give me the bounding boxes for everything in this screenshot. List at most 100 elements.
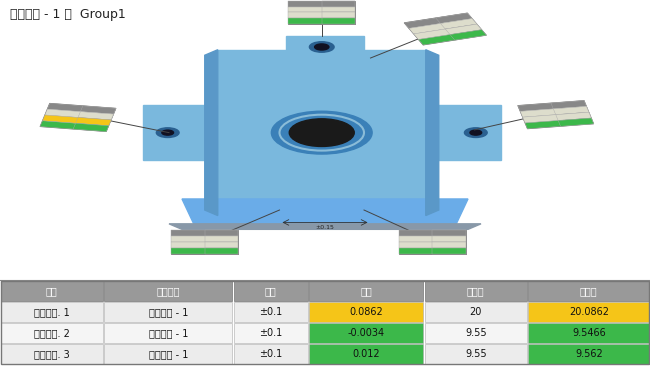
FancyBboxPatch shape	[419, 30, 486, 45]
FancyBboxPatch shape	[398, 242, 466, 248]
FancyBboxPatch shape	[288, 7, 356, 12]
FancyBboxPatch shape	[1, 281, 103, 301]
FancyBboxPatch shape	[42, 115, 111, 126]
Text: 结果数据 - 1: 结果数据 - 1	[149, 307, 188, 317]
FancyBboxPatch shape	[553, 107, 589, 115]
Text: 0.0862: 0.0862	[350, 307, 383, 317]
FancyBboxPatch shape	[556, 112, 592, 120]
FancyBboxPatch shape	[171, 242, 239, 248]
Text: 公差: 公差	[265, 286, 277, 296]
Polygon shape	[169, 224, 481, 229]
Ellipse shape	[162, 130, 174, 135]
FancyBboxPatch shape	[1, 323, 103, 343]
FancyBboxPatch shape	[518, 101, 586, 111]
FancyBboxPatch shape	[441, 19, 477, 29]
Polygon shape	[426, 105, 500, 160]
FancyBboxPatch shape	[104, 302, 232, 322]
FancyBboxPatch shape	[205, 236, 239, 242]
FancyBboxPatch shape	[432, 242, 466, 248]
FancyBboxPatch shape	[309, 302, 423, 322]
FancyBboxPatch shape	[288, 12, 356, 18]
Text: -0.0034: -0.0034	[348, 328, 385, 338]
Polygon shape	[143, 105, 218, 160]
FancyBboxPatch shape	[322, 18, 356, 24]
Text: 参考值: 参考值	[467, 286, 485, 296]
FancyBboxPatch shape	[40, 103, 116, 131]
FancyBboxPatch shape	[171, 230, 239, 236]
FancyBboxPatch shape	[424, 323, 527, 343]
Text: 实测值: 实测值	[580, 286, 597, 296]
FancyBboxPatch shape	[171, 230, 239, 254]
Text: 9.55: 9.55	[465, 349, 487, 359]
FancyBboxPatch shape	[398, 230, 466, 254]
Polygon shape	[182, 199, 468, 227]
FancyBboxPatch shape	[322, 12, 356, 18]
FancyBboxPatch shape	[404, 13, 472, 28]
Text: ±0.1: ±0.1	[259, 328, 282, 338]
Ellipse shape	[315, 44, 329, 50]
FancyBboxPatch shape	[322, 1, 356, 7]
Ellipse shape	[272, 111, 372, 154]
FancyBboxPatch shape	[47, 103, 116, 114]
FancyBboxPatch shape	[81, 106, 116, 114]
FancyBboxPatch shape	[233, 281, 308, 301]
FancyBboxPatch shape	[528, 344, 649, 364]
FancyBboxPatch shape	[40, 121, 109, 131]
Text: B D N G  星测科技: B D N G 星测科技	[223, 141, 427, 169]
Ellipse shape	[464, 128, 488, 138]
Polygon shape	[426, 50, 439, 216]
FancyBboxPatch shape	[551, 101, 586, 109]
FancyBboxPatch shape	[528, 302, 649, 322]
FancyBboxPatch shape	[233, 344, 308, 364]
FancyBboxPatch shape	[424, 281, 527, 301]
FancyBboxPatch shape	[523, 112, 592, 123]
FancyBboxPatch shape	[104, 281, 232, 301]
FancyBboxPatch shape	[525, 118, 593, 129]
Text: ±0.15: ±0.15	[315, 225, 335, 230]
FancyBboxPatch shape	[171, 236, 239, 242]
FancyBboxPatch shape	[288, 18, 356, 24]
FancyBboxPatch shape	[205, 242, 239, 248]
Polygon shape	[205, 50, 218, 216]
Text: ±0.1: ±0.1	[259, 307, 282, 317]
Text: 半径尺寸. 1: 半径尺寸. 1	[34, 307, 70, 317]
FancyBboxPatch shape	[424, 344, 527, 364]
Polygon shape	[286, 36, 364, 61]
FancyBboxPatch shape	[413, 24, 482, 40]
FancyBboxPatch shape	[75, 117, 111, 126]
FancyBboxPatch shape	[309, 323, 423, 343]
FancyBboxPatch shape	[445, 24, 482, 34]
FancyBboxPatch shape	[309, 281, 423, 301]
FancyBboxPatch shape	[404, 13, 486, 45]
Ellipse shape	[157, 128, 179, 138]
FancyBboxPatch shape	[432, 230, 466, 236]
Text: 结果名称: 结果名称	[157, 286, 180, 296]
FancyBboxPatch shape	[288, 1, 356, 24]
Text: 结果数据 - 1: 结果数据 - 1	[149, 349, 188, 359]
FancyBboxPatch shape	[398, 236, 466, 242]
FancyBboxPatch shape	[558, 118, 593, 126]
Text: 名称: 名称	[46, 286, 58, 296]
FancyBboxPatch shape	[205, 248, 239, 254]
Text: 20: 20	[469, 307, 482, 317]
Text: 半径尺寸. 2: 半径尺寸. 2	[34, 328, 70, 338]
FancyBboxPatch shape	[432, 248, 466, 254]
FancyBboxPatch shape	[233, 302, 308, 322]
FancyBboxPatch shape	[1, 302, 103, 322]
FancyBboxPatch shape	[450, 30, 486, 40]
Text: 半径尺寸. 3: 半径尺寸. 3	[34, 349, 70, 359]
FancyBboxPatch shape	[73, 123, 109, 131]
Text: 9.55: 9.55	[465, 328, 487, 338]
FancyBboxPatch shape	[288, 1, 356, 7]
FancyBboxPatch shape	[322, 7, 356, 12]
FancyBboxPatch shape	[205, 230, 239, 236]
Polygon shape	[218, 50, 426, 216]
FancyBboxPatch shape	[309, 344, 423, 364]
FancyBboxPatch shape	[518, 101, 593, 129]
FancyBboxPatch shape	[233, 323, 308, 343]
FancyBboxPatch shape	[1, 344, 103, 364]
FancyBboxPatch shape	[45, 109, 114, 120]
FancyBboxPatch shape	[78, 112, 114, 120]
FancyBboxPatch shape	[436, 13, 472, 23]
FancyBboxPatch shape	[409, 19, 477, 34]
